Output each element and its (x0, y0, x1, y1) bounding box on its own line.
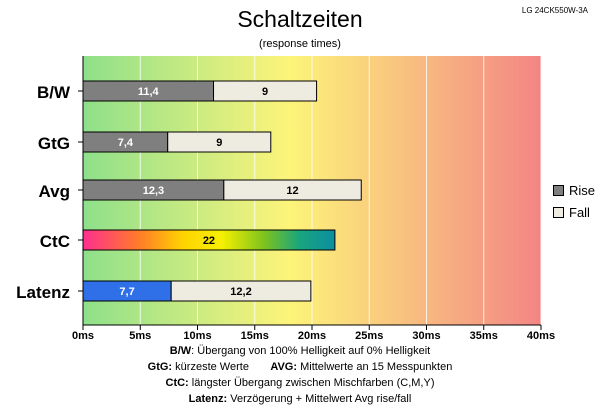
legend-item-fall: Fall (553, 201, 595, 223)
bar-label-rise: 12,3 (143, 185, 164, 197)
bar-rise (82, 229, 336, 251)
note-gtg-avg: GtG: kürzeste Werte AVG: Mittelwerte an … (147, 361, 453, 373)
bar-label-rise: 22 (203, 235, 215, 247)
note-bw: B/W: Übergang von 100% Helligkeit auf 0%… (169, 345, 431, 357)
bar-fall (223, 179, 362, 201)
bar-label-fall: 9 (262, 86, 268, 98)
legend: Rise Fall (553, 179, 595, 223)
category-labels: B/W GtG Avg CtC Latenz (16, 83, 83, 302)
explanation-notes: B/W: Übergang von 100% Helligkeit auf 0%… (0, 343, 600, 407)
x-tick-label: 20ms (298, 330, 326, 342)
bar-label-rise: 7,4 (118, 137, 134, 149)
monitor-model-label: LG 24CK550W-3A (521, 6, 588, 15)
response-time-chart: 0ms 5ms 10ms 15ms 20ms 25ms 30ms 35ms 40ms B/W Gt… (16, 56, 555, 342)
note-latenz: Latenz: Verzögerung + Mittelwert Avg ris… (188, 393, 412, 405)
x-tick-label: 10ms (183, 330, 211, 342)
x-tick-label: 30ms (412, 330, 440, 342)
legend-swatch-fall (553, 206, 564, 218)
legend-swatch-rise (553, 184, 564, 196)
legend-item-rise: Rise (553, 179, 595, 201)
x-axis: 0ms 5ms 10ms 15ms 20ms 25ms 30ms 35ms 40ms (72, 56, 555, 342)
chart-title: Schaltzeiten (237, 6, 363, 32)
bar-labels: 11,4 9 7,4 9 12,3 12 22 7,7 12,2 (118, 86, 299, 298)
legend-label-rise: Rise (569, 182, 596, 198)
x-tick-label: 15ms (241, 330, 269, 342)
note-ctc: CtC: längster Übergang zwischen Mischfar… (165, 377, 435, 389)
x-tick-label: 0ms (72, 330, 94, 342)
category-label: CtC (40, 232, 70, 251)
x-tick-label: 40ms (527, 330, 555, 342)
category-label: GtG (38, 134, 70, 153)
bar-label-fall: 12,2 (230, 286, 251, 298)
bars (82, 80, 362, 302)
category-label: Avg (39, 182, 71, 201)
category-label: Latenz (16, 283, 70, 302)
bar-fall (167, 131, 272, 153)
bar-fall (213, 80, 318, 102)
legend-label-fall: Fall (569, 204, 590, 220)
bar-label-rise: 11,4 (138, 86, 160, 98)
bar-label-rise: 7,7 (119, 286, 134, 298)
category-label: B/W (37, 83, 71, 102)
bar-fall (170, 280, 312, 302)
bar-label-fall: 9 (216, 137, 222, 149)
x-tick-label: 25ms (355, 330, 383, 342)
bar-label-fall: 12 (286, 185, 298, 197)
x-tick-label: 5ms (129, 330, 151, 342)
x-tick-label: 35ms (470, 330, 498, 342)
chart-subtitle: (response times) (259, 38, 341, 50)
